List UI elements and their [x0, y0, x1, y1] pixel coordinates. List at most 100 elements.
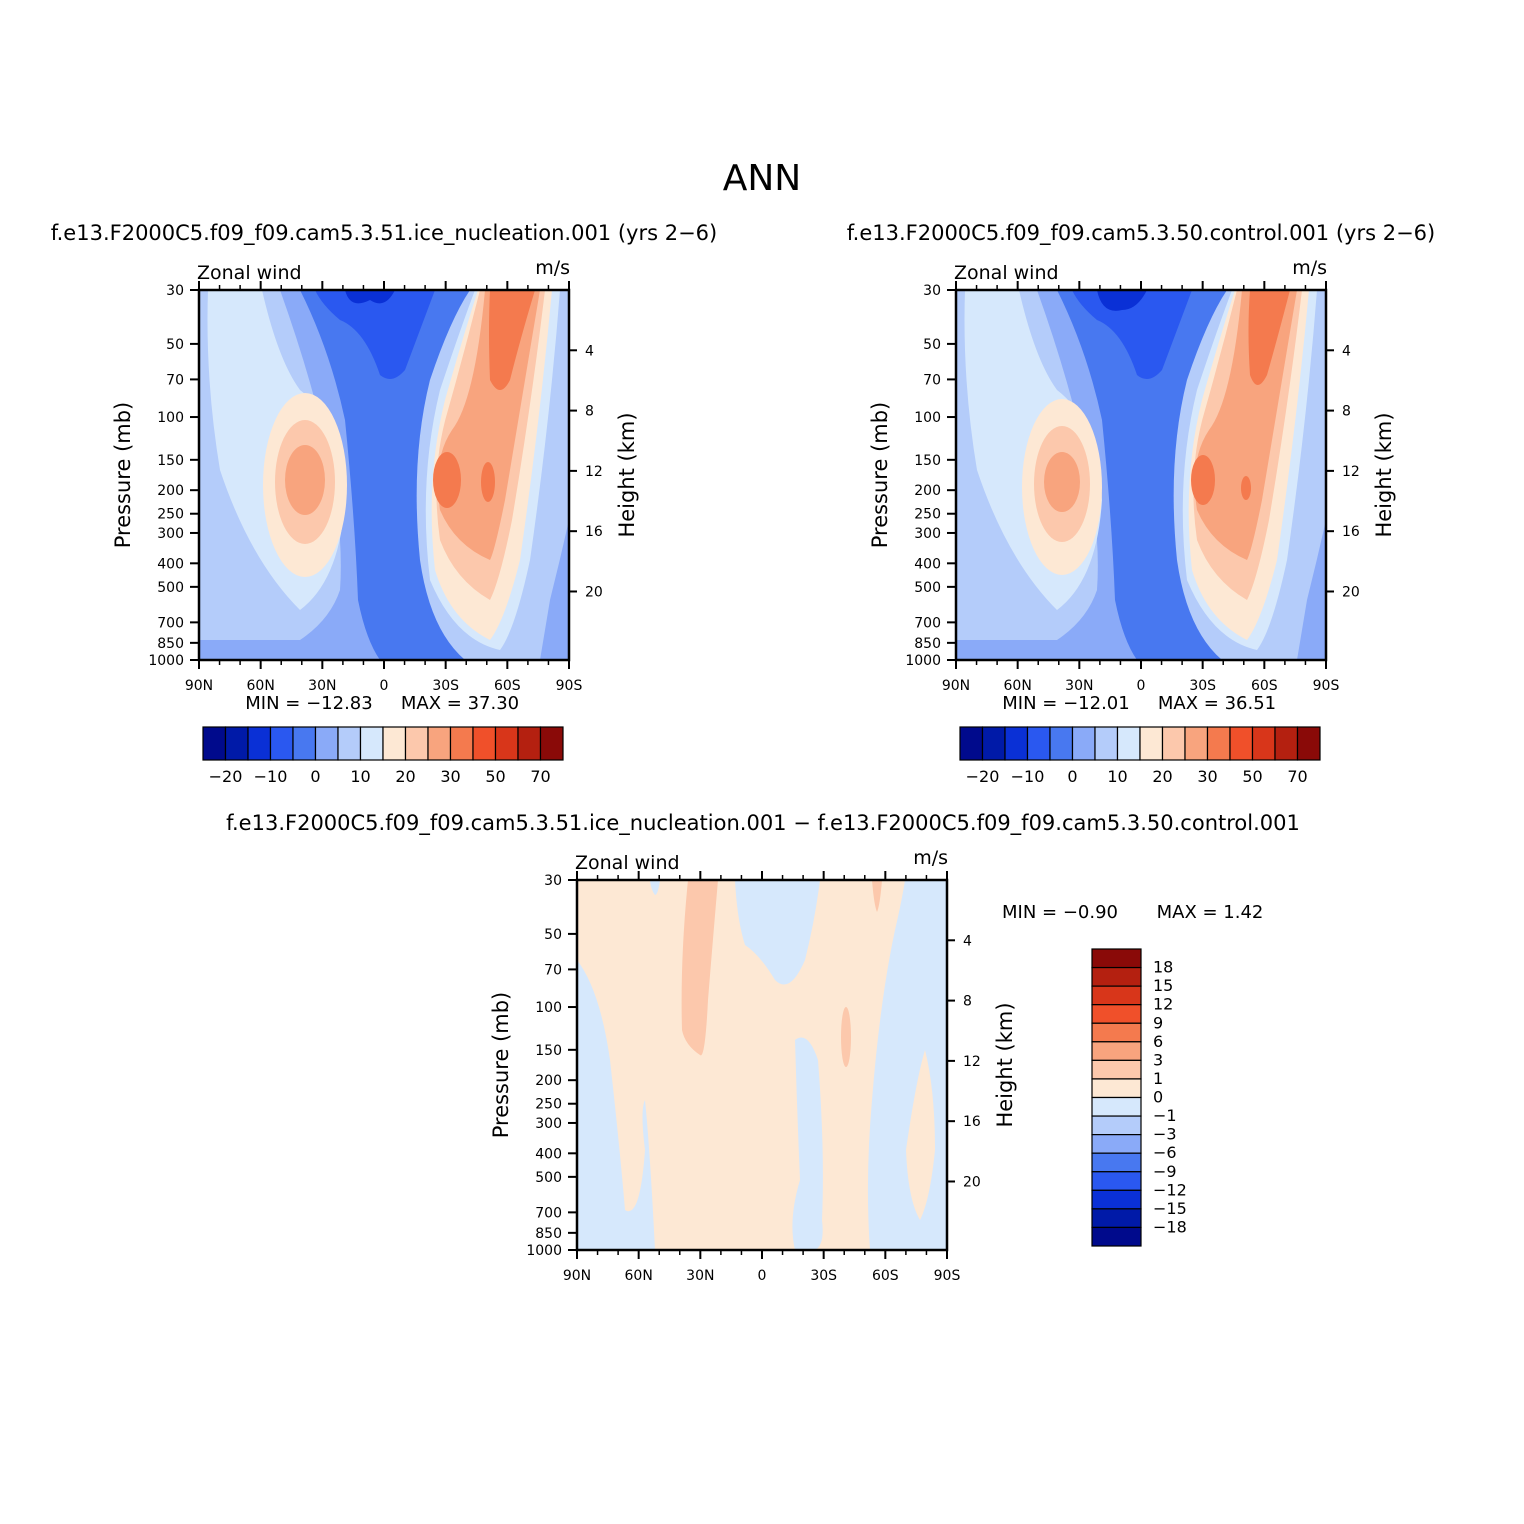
colorbar-label: −1 [1153, 1106, 1177, 1125]
colorbar-label: −9 [1153, 1162, 1177, 1181]
colorbar-swatch [539, 726, 564, 761]
colorbar-swatch [1251, 726, 1276, 761]
x-tick-label: 60S [1251, 678, 1278, 694]
x-axis: 90N 60N 30N 0 30S 60S 90S [563, 871, 960, 1284]
y-tick-label: 150 [914, 453, 941, 469]
y-tick-label: 70 [923, 372, 941, 388]
y-tick-label: 250 [157, 507, 184, 523]
colorbar-swatch [1026, 726, 1051, 761]
y-tick-label: 1000 [526, 1243, 562, 1259]
x-tick-label: 0 [380, 678, 389, 694]
colorbar-swatch [292, 726, 317, 761]
colorbar-swatch [1071, 726, 1096, 761]
y-right-tick-label: 16 [585, 524, 603, 540]
y-tick-label: 100 [157, 410, 184, 426]
colorbar-swatch [1004, 726, 1029, 761]
y-right-tick-label: 12 [585, 464, 603, 480]
region-sh-polar [1297, 520, 1326, 660]
y-tick-label: 250 [914, 507, 941, 523]
colorbar-swatch [224, 726, 249, 761]
region-nh-jet-core [1044, 452, 1080, 512]
plot-title: Zonal wind [197, 262, 302, 284]
colorbar-label: 15 [1153, 976, 1173, 995]
colorbar-label: 0 [1067, 767, 1077, 786]
region-sh-jet-core-2 [1241, 476, 1251, 500]
y-tick-label: 200 [157, 483, 184, 499]
colorbar-label: 50 [485, 767, 505, 786]
x-axis: 90N 60N 30N 0 30S 60S 90S [942, 281, 1340, 694]
y-right-tick-label: 12 [1342, 464, 1360, 480]
colorbar-swatch [1091, 1134, 1142, 1154]
colorbar-swatch [1091, 1041, 1142, 1061]
y-axis-label: Pressure (mb) [868, 402, 892, 549]
min-label: MIN = −0.90 [1002, 902, 1118, 923]
units-label: m/s [535, 257, 570, 279]
y-tick-label: 300 [157, 526, 184, 542]
y-tick-label: 400 [535, 1146, 562, 1162]
colorbar-label: 30 [440, 767, 460, 786]
colorbar-swatch [1091, 948, 1142, 969]
y-tick-label: 50 [923, 337, 941, 353]
colorbar: −20 −10 0 10 20 30 50 70 [202, 726, 564, 786]
y-tick-label: 850 [914, 636, 941, 652]
colorbar-label: 20 [395, 767, 415, 786]
colorbar-swatch [1091, 966, 1142, 987]
colorbar-swatch [427, 726, 452, 761]
x-tick-label: 60N [247, 678, 275, 694]
min-label: MIN = −12.83 [245, 693, 372, 714]
y-tick-label: 50 [544, 927, 562, 943]
y-tick-label: 200 [914, 483, 941, 499]
y-tick-label: 300 [535, 1116, 562, 1132]
colorbar-swatch [1296, 726, 1321, 761]
colorbar-swatch [1091, 1152, 1142, 1173]
y-tick-label: 250 [535, 1097, 562, 1113]
colorbar-label: 0 [310, 767, 320, 786]
x-tick-label: 90N [563, 1268, 591, 1284]
colorbar-label: −12 [1153, 1180, 1187, 1199]
colorbar-label: 9 [1153, 1013, 1163, 1032]
contour-field [199, 290, 569, 660]
x-tick-label: 60S [872, 1268, 899, 1284]
y-tick-label: 70 [166, 372, 184, 388]
region-sh-strat-jet [489, 290, 535, 390]
y-right-tick-label: 8 [963, 994, 972, 1010]
y-axis-right: 4 8 12 16 20 [1326, 343, 1360, 600]
y-right-tick-label: 20 [963, 1174, 981, 1190]
region-strat-easterly-core [345, 290, 395, 304]
units-label: m/s [913, 847, 948, 869]
region-sh-jet-core [433, 452, 461, 508]
colorbar-swatch [337, 726, 362, 761]
colorbar-swatch [404, 726, 429, 761]
y-tick-label: 50 [166, 337, 184, 353]
x-tick-label: 0 [758, 1268, 767, 1284]
max-label: MAX = 36.51 [1158, 693, 1276, 714]
colorbar-swatch [1091, 985, 1142, 1006]
y-right-tick-label: 4 [585, 343, 594, 359]
y-axis-right: 4 8 12 16 20 [947, 933, 981, 1190]
colorbar-label: 10 [350, 767, 370, 786]
region-sh-strat-jet [1248, 290, 1290, 385]
region-sh-jet-core-2 [481, 462, 495, 502]
panel-ice-nucleation: f.e13.F2000C5.f09_f09.cam5.3.51.ice_nucl… [51, 221, 717, 786]
figure-title: ANN [723, 158, 802, 199]
x-tick-label: 30S [1189, 678, 1216, 694]
y-right-tick-label: 8 [1342, 404, 1351, 420]
colorbar-label: 3 [1153, 1050, 1163, 1069]
y-tick-label: 30 [166, 283, 184, 299]
y-tick-label: 500 [535, 1170, 562, 1186]
colorbar-label: 6 [1153, 1032, 1163, 1051]
colorbar-label: −3 [1153, 1125, 1177, 1144]
y-tick-label: 700 [157, 615, 184, 631]
max-label: MAX = 1.42 [1157, 902, 1264, 923]
y-right-tick-label: 20 [585, 584, 603, 600]
y-tick-label: 850 [535, 1226, 562, 1242]
x-tick-label: 90S [1313, 678, 1340, 694]
colorbar: −20 −10 0 10 20 30 50 70 [959, 726, 1321, 786]
x-tick-label: 30S [432, 678, 459, 694]
y-tick-label: 700 [535, 1205, 562, 1221]
colorbar-label: 50 [1242, 767, 1262, 786]
y-axis-right-label: Height (km) [993, 1002, 1017, 1127]
colorbar-swatch [202, 726, 227, 761]
colorbar-swatch [472, 726, 497, 761]
y-tick-label: 400 [914, 556, 941, 572]
